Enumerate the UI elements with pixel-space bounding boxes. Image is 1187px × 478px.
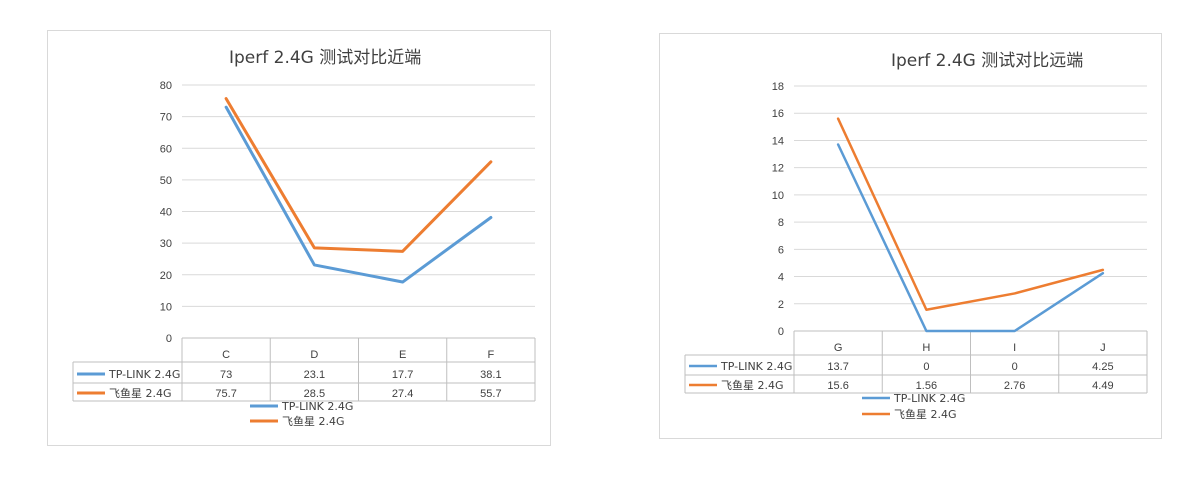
y-tick-label: 50 [160,175,172,187]
y-tick-label: 10 [160,301,172,313]
table-series-name: 飞鱼星 2.4G [721,378,784,392]
data-label: 75.7 [215,388,236,400]
data-label: 17.7 [392,369,413,381]
x-category-label: J [1100,342,1106,354]
y-tick-label: 0 [778,326,784,338]
x-category-label: C [222,349,230,361]
data-label: 13.7 [827,361,848,373]
data-label: 28.5 [304,388,325,400]
legend-entry: TP-LINK 2.4G [281,400,353,413]
table-series-name: TP-LINK 2.4G [720,360,792,373]
y-tick-label: 16 [772,108,784,120]
x-category-label: I [1013,342,1016,354]
data-label: 4.49 [1092,380,1113,392]
y-tick-label: 12 [772,163,784,175]
y-tick-label: 10 [772,190,784,202]
y-tick-label: 18 [772,81,784,93]
series-line-1 [224,105,493,284]
x-category-label: D [310,349,318,361]
x-category-label: E [399,349,406,361]
legend-entry: TP-LINK 2.4G [893,392,965,405]
x-category-label: H [922,342,930,354]
x-category-label: G [834,342,843,354]
y-tick-label: 2 [778,299,784,311]
data-label: 15.6 [827,380,848,392]
data-label: 38.1 [480,369,501,381]
table-series-name: 飞鱼星 2.4G [109,386,172,400]
y-tick-label: 8 [778,217,784,229]
y-tick-label: 20 [160,270,172,282]
data-label: 73 [220,369,232,381]
series-line-2 [224,97,493,253]
y-tick-label: 4 [778,272,784,284]
y-tick-label: 60 [160,143,172,155]
y-tick-label: 0 [166,333,172,345]
series-line-1 [836,143,1105,333]
data-label: 0 [1012,361,1018,373]
chart-title: Iperf 2.4G 测试对比远端 [891,51,1083,71]
y-tick-label: 30 [160,238,172,250]
chart-left-svg: Iperf 2.4G 测试对比近端 0 10 20 30 40 50 60 70 80 C D E F TP… [72,48,536,428]
data-label: 2.76 [1004,380,1025,392]
y-tick-label: 40 [160,207,172,219]
table-series-name: TP-LINK 2.4G [108,368,180,381]
y-tick-label: 14 [772,135,784,147]
data-label: 27.4 [392,388,413,400]
y-tick-label: 70 [160,112,172,124]
data-label: 4.25 [1092,361,1113,373]
chart-title: Iperf 2.4G 测试对比近端 [229,48,421,68]
data-label: 55.7 [480,388,501,400]
data-label: 0 [923,361,929,373]
data-label: 23.1 [304,369,325,381]
chart-right-svg: Iperf 2.4G 测试对比远端 0 2 4 6 8 10 12 14 16 18 G H I J TP-L… [684,51,1148,421]
series-line-2 [836,117,1105,312]
y-tick-label: 6 [778,244,784,256]
legend-entry: 飞鱼星 2.4G [894,407,957,421]
chart-left: Iperf 2.4G 测试对比近端 0 10 20 30 40 50 60 70 80 C D E F TP… [47,30,551,446]
legend-entry: 飞鱼星 2.4G [282,414,345,428]
y-tick-label: 80 [160,80,172,92]
chart-right: Iperf 2.4G 测试对比远端 0 2 4 6 8 10 12 14 16 18 G H I J TP-L… [659,33,1162,439]
x-category-label: F [488,349,495,361]
data-label: 1.56 [916,380,937,392]
data-table: G H I J TP-LINK 2.4G 13.7 0 0 4.25 飞鱼星 2.4G 15.6 1.… [684,330,1148,394]
data-table: C D E F TP-LINK 2.4G 73 23.1 17.7 38.1 飞鱼星 2.4G 75… [72,337,536,402]
